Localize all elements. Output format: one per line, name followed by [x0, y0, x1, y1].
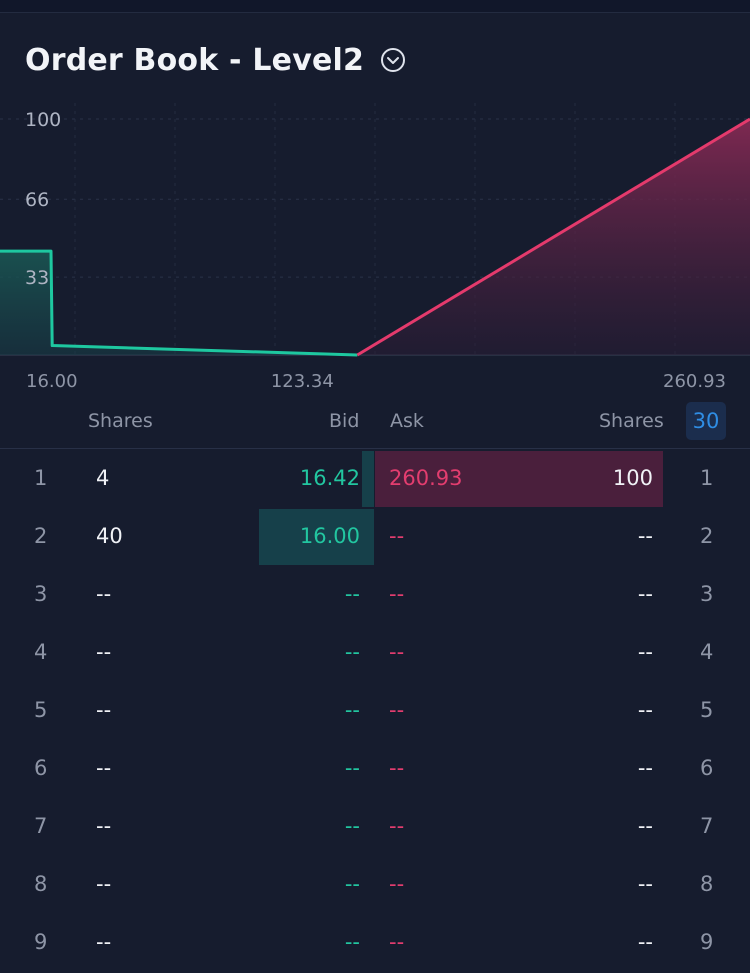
bid-level-index: 2 — [34, 524, 48, 548]
bid-level-index: 9 — [34, 930, 48, 954]
bid-level-index: 8 — [34, 872, 48, 896]
order-book-row[interactable]: 5 -- -- -- -- 5 — [0, 683, 750, 741]
page-title: Order Book - Level2 — [25, 42, 365, 78]
bid-shares-cell: -- — [96, 698, 112, 722]
depth-chart: 100 66 33 16.00 123.34 260.93 — [0, 103, 750, 392]
ask-shares-cell: -- — [637, 756, 653, 780]
ask-shares-cell: -- — [637, 524, 653, 548]
ask-price-cell: -- — [389, 524, 405, 548]
bid-price-cell: -- — [344, 582, 360, 606]
ask-shares-cell: -- — [637, 872, 653, 896]
order-book-rows: 1 4 16.42 260.93 100 1 2 40 16.00 -- -- 2 3 -- -- -- -- 3… — [0, 451, 750, 973]
order-book-row[interactable]: 2 40 16.00 -- -- 2 — [0, 509, 750, 567]
ask-shares-cell: -- — [637, 930, 653, 954]
ask-price-cell: -- — [389, 814, 405, 838]
order-book-row[interactable]: 8 -- -- -- -- 8 — [0, 857, 750, 915]
ask-shares-cell: -- — [637, 640, 653, 664]
ask-level-index: 6 — [700, 756, 714, 780]
ask-price-cell: 260.93 — [389, 466, 463, 490]
bid-shares-cell: -- — [96, 930, 112, 954]
ask-level-index: 1 — [700, 466, 714, 490]
ask-depth-line — [356, 117, 750, 357]
bid-depth-bar — [259, 509, 374, 565]
header-divider — [0, 448, 750, 449]
ask-shares-cell: 100 — [612, 466, 653, 490]
ask-price-cell: -- — [389, 930, 405, 954]
ask-level-index: 4 — [700, 640, 714, 664]
bid-shares-cell: -- — [96, 582, 112, 606]
bid-shares-cell: -- — [96, 814, 112, 838]
bid-price-cell: 16.42 — [299, 466, 360, 490]
ask-price-cell: -- — [389, 756, 405, 780]
ask-level-index: 9 — [700, 930, 714, 954]
bid-depth-bar — [362, 451, 374, 507]
bid-price-cell: -- — [344, 872, 360, 896]
bid-price-cell: -- — [344, 814, 360, 838]
bid-depth-area — [0, 251, 358, 355]
x-tick-label: 16.00 — [26, 371, 78, 392]
ask-price-cell: -- — [389, 872, 405, 896]
y-tick-label: 66 — [25, 189, 49, 211]
ask-level-index: 2 — [700, 524, 714, 548]
bid-level-index: 6 — [34, 756, 48, 780]
ask-shares-cell: -- — [637, 582, 653, 606]
bid-level-index: 1 — [34, 466, 48, 490]
depth-selector-button[interactable]: 30 — [686, 402, 726, 440]
order-book-header: Order Book - Level2 — [25, 40, 406, 80]
order-book-row[interactable]: 9 -- -- -- -- 9 — [0, 915, 750, 973]
y-tick-label: 33 — [25, 267, 49, 289]
bid-price-cell: -- — [344, 698, 360, 722]
ask-level-index: 7 — [700, 814, 714, 838]
bid-level-index: 3 — [34, 582, 48, 606]
chevron-down-circle-icon[interactable] — [380, 47, 406, 73]
bid-shares-header: Shares — [88, 410, 153, 432]
bid-shares-cell: -- — [96, 756, 112, 780]
y-tick-label: 100 — [25, 109, 61, 131]
ask-header: Ask — [390, 410, 424, 432]
order-book-row[interactable]: 7 -- -- -- -- 7 — [0, 799, 750, 857]
order-book-row[interactable]: 6 -- -- -- -- 6 — [0, 741, 750, 799]
bid-price-cell: 16.00 — [299, 524, 360, 548]
ask-level-index: 8 — [700, 872, 714, 896]
bid-shares-cell: 4 — [96, 466, 110, 490]
ask-depth-bar — [375, 451, 663, 507]
ask-price-cell: -- — [389, 698, 405, 722]
bid-shares-cell: -- — [96, 872, 112, 896]
order-book-row[interactable]: 4 -- -- -- -- 4 — [0, 625, 750, 683]
x-tick-label: 123.34 — [271, 371, 334, 392]
bid-level-index: 4 — [34, 640, 48, 664]
ask-price-cell: -- — [389, 640, 405, 664]
bid-depth-line — [0, 249, 358, 357]
bid-shares-cell: 40 — [96, 524, 123, 548]
ask-level-index: 5 — [700, 698, 714, 722]
ask-shares-cell: -- — [637, 814, 653, 838]
ask-level-index: 3 — [700, 582, 714, 606]
column-headers: Shares Bid Ask Shares — [0, 405, 750, 445]
ask-price-cell: -- — [389, 582, 405, 606]
order-book-row[interactable]: 3 -- -- -- -- 3 — [0, 567, 750, 625]
bid-price-cell: -- — [344, 756, 360, 780]
top-strip — [0, 0, 750, 13]
ask-shares-header: Shares — [599, 410, 664, 432]
bid-price-cell: -- — [344, 930, 360, 954]
x-tick-label: 260.93 — [663, 371, 726, 392]
order-book-row[interactable]: 1 4 16.42 260.93 100 1 — [0, 451, 750, 509]
bid-level-index: 7 — [34, 814, 48, 838]
bid-shares-cell: -- — [96, 640, 112, 664]
bid-header: Bid — [329, 410, 360, 432]
bid-price-cell: -- — [344, 640, 360, 664]
ask-shares-cell: -- — [637, 698, 653, 722]
bid-level-index: 5 — [34, 698, 48, 722]
